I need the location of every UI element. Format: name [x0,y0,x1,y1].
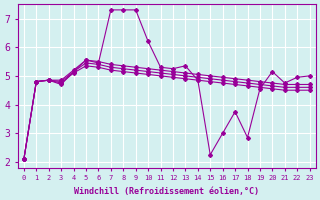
X-axis label: Windchill (Refroidissement éolien,°C): Windchill (Refroidissement éolien,°C) [74,187,259,196]
